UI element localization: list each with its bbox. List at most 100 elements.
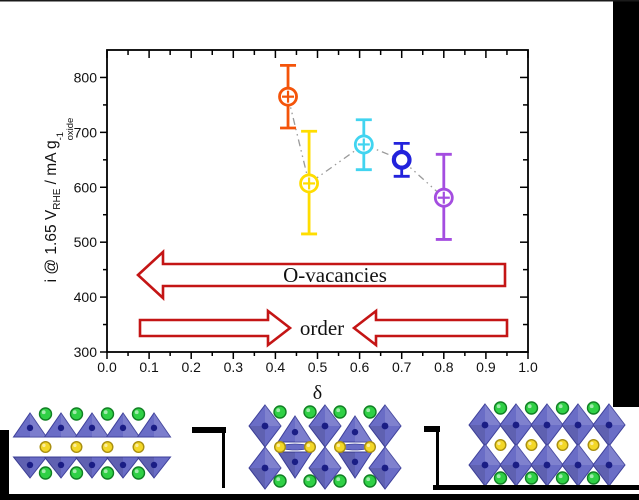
b-cation-dot — [543, 421, 551, 429]
atom-highlight — [134, 469, 139, 474]
y-axis-label-sub-oxide: oxide — [64, 117, 76, 141]
b-cation-dot — [543, 461, 551, 469]
octahedron-facet — [369, 426, 385, 447]
octahedron-facet — [278, 452, 295, 478]
x-tick-label: 0.2 — [181, 359, 201, 375]
atom-highlight — [306, 408, 311, 413]
x-tick-label: 0.3 — [224, 359, 244, 375]
x-tick-label: 0.1 — [139, 359, 159, 375]
atom — [363, 474, 377, 488]
data-point-orange — [278, 63, 298, 130]
octahedron-facet — [609, 404, 625, 425]
octahedron-facet — [385, 447, 401, 468]
atom-highlight — [527, 474, 532, 479]
b-cation-dot — [351, 458, 359, 466]
atom-highlight — [589, 474, 594, 479]
fully-vacancy-ordered-structure — [12, 407, 172, 480]
atom-highlight — [589, 404, 594, 409]
octahedron-facet — [295, 416, 312, 442]
atom-highlight — [276, 408, 281, 413]
y-tick-label: 300 — [74, 344, 98, 360]
atom — [304, 441, 317, 454]
atom-highlight — [134, 410, 139, 415]
atom — [555, 471, 570, 485]
atom — [556, 439, 569, 452]
b-cation-dot — [605, 421, 613, 429]
o-vacancies-arrow — [136, 249, 507, 301]
octahedron-facet — [593, 465, 609, 486]
atom-highlight — [41, 410, 46, 415]
b-cation-dot — [291, 458, 299, 466]
atom — [131, 466, 146, 480]
octahedron-facet — [13, 457, 30, 478]
atom-highlight — [276, 477, 281, 482]
atom — [273, 474, 287, 488]
x-tick-label: 0.9 — [476, 359, 496, 375]
b-cation-dot — [150, 424, 158, 432]
atom — [131, 407, 146, 421]
atom — [274, 441, 287, 454]
atom — [39, 441, 52, 454]
octahedron-facet — [385, 405, 401, 426]
octahedron-facet — [265, 447, 281, 468]
octahedron-facet — [547, 404, 563, 425]
b-cation-dot — [88, 461, 96, 469]
octahedron-facet — [123, 413, 140, 437]
order-arrow-left-pointing — [351, 308, 509, 348]
atom-highlight — [73, 443, 77, 448]
atom-highlight — [336, 408, 341, 413]
octahedron-facet — [92, 413, 109, 437]
x-tick-label: 0.5 — [308, 359, 328, 375]
atom-highlight — [497, 441, 501, 446]
b-cation-dot — [481, 461, 489, 469]
atom — [363, 405, 377, 419]
frame-bar-left — [0, 430, 9, 500]
x-tick-labels: 0.0 0.1 0.2 0.3 0.4 0.5 0.6 0.7 0.8 0.9 1.0 — [97, 359, 538, 375]
octahedron-facet — [325, 447, 341, 468]
y-tick-label: 500 — [74, 234, 98, 250]
octahedron-facet — [137, 457, 154, 478]
order-label: order — [300, 316, 344, 340]
atom-highlight — [72, 469, 77, 474]
y-tick-label: 400 — [74, 289, 98, 305]
atom-highlight — [41, 469, 46, 474]
b-cation-dot — [481, 421, 489, 429]
atom-highlight — [336, 477, 341, 482]
atom-highlight — [306, 443, 311, 448]
atom — [525, 439, 538, 452]
atom-highlight — [103, 410, 108, 415]
atom — [524, 401, 539, 415]
octahedron-facet — [30, 413, 47, 437]
b-cation-dot — [351, 428, 359, 436]
atom — [69, 407, 84, 421]
b-cation-dot — [574, 461, 582, 469]
octahedron-facet — [265, 405, 281, 426]
octahedron-facet — [355, 416, 372, 442]
atom-highlight — [72, 410, 77, 415]
connector-2-horizontal — [424, 426, 440, 432]
b-cation-dot — [512, 461, 520, 469]
atom — [334, 441, 347, 454]
full-octahedra-structure — [468, 401, 626, 487]
atom — [586, 471, 601, 485]
partially-ordered-structure — [248, 404, 402, 490]
octahedron-facet — [369, 468, 385, 489]
b-cation-dot — [605, 461, 613, 469]
atom-highlight — [528, 441, 532, 446]
atom-highlight — [366, 408, 371, 413]
b-cation-dot — [150, 461, 158, 469]
atom — [303, 405, 317, 419]
b-cation-dot — [57, 424, 65, 432]
atom-highlight — [366, 477, 371, 482]
data-point-violet — [433, 152, 454, 241]
atom — [587, 439, 600, 452]
atom — [494, 439, 507, 452]
data-point-yellow — [299, 129, 319, 236]
connector-2-vertical — [436, 426, 439, 486]
b-cation-dot — [26, 424, 34, 432]
octahedron-facet — [249, 426, 265, 447]
b-cation-dot — [57, 461, 65, 469]
b-cation-dot — [291, 428, 299, 436]
